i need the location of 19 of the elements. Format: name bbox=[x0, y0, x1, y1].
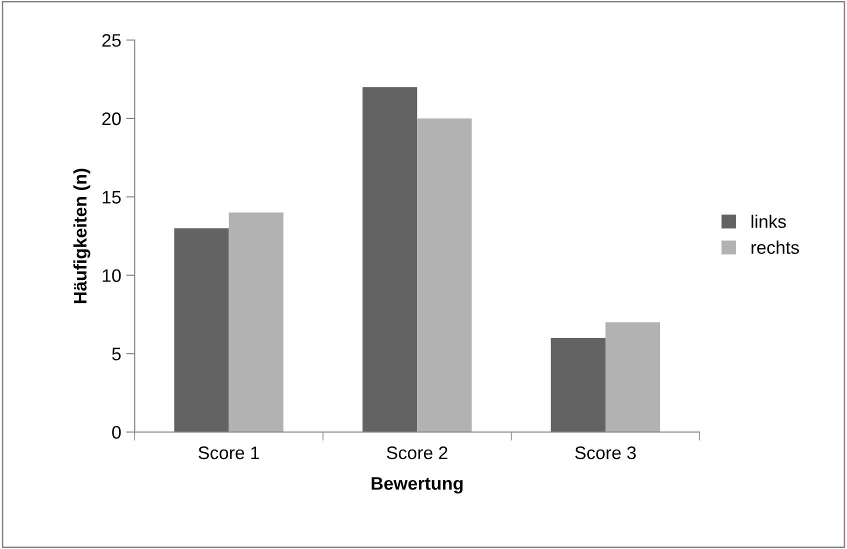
bar bbox=[417, 118, 472, 432]
bar bbox=[550, 338, 606, 432]
bar bbox=[362, 87, 418, 432]
y-tick-label: 10 bbox=[102, 269, 121, 282]
y-tick-label: 25 bbox=[102, 34, 121, 47]
y-tick-label: 0 bbox=[112, 426, 121, 439]
legend-label: rechts bbox=[752, 240, 799, 254]
legend-label: links bbox=[752, 214, 786, 228]
y-tick-label: 15 bbox=[102, 190, 121, 204]
x-tick-label: Score 3 bbox=[575, 446, 636, 460]
y-tick-label: 20 bbox=[102, 112, 121, 126]
x-tick-label: Score 1 bbox=[198, 446, 260, 460]
x-tick-label: Score 2 bbox=[386, 446, 448, 460]
x-axis-title: Bewertung bbox=[372, 477, 463, 494]
bar bbox=[605, 322, 660, 432]
bar bbox=[228, 212, 284, 432]
y-tick-label: 5 bbox=[112, 348, 121, 360]
y-axis-title: Häufigkeiten (n) bbox=[73, 168, 90, 304]
bar bbox=[174, 228, 229, 432]
